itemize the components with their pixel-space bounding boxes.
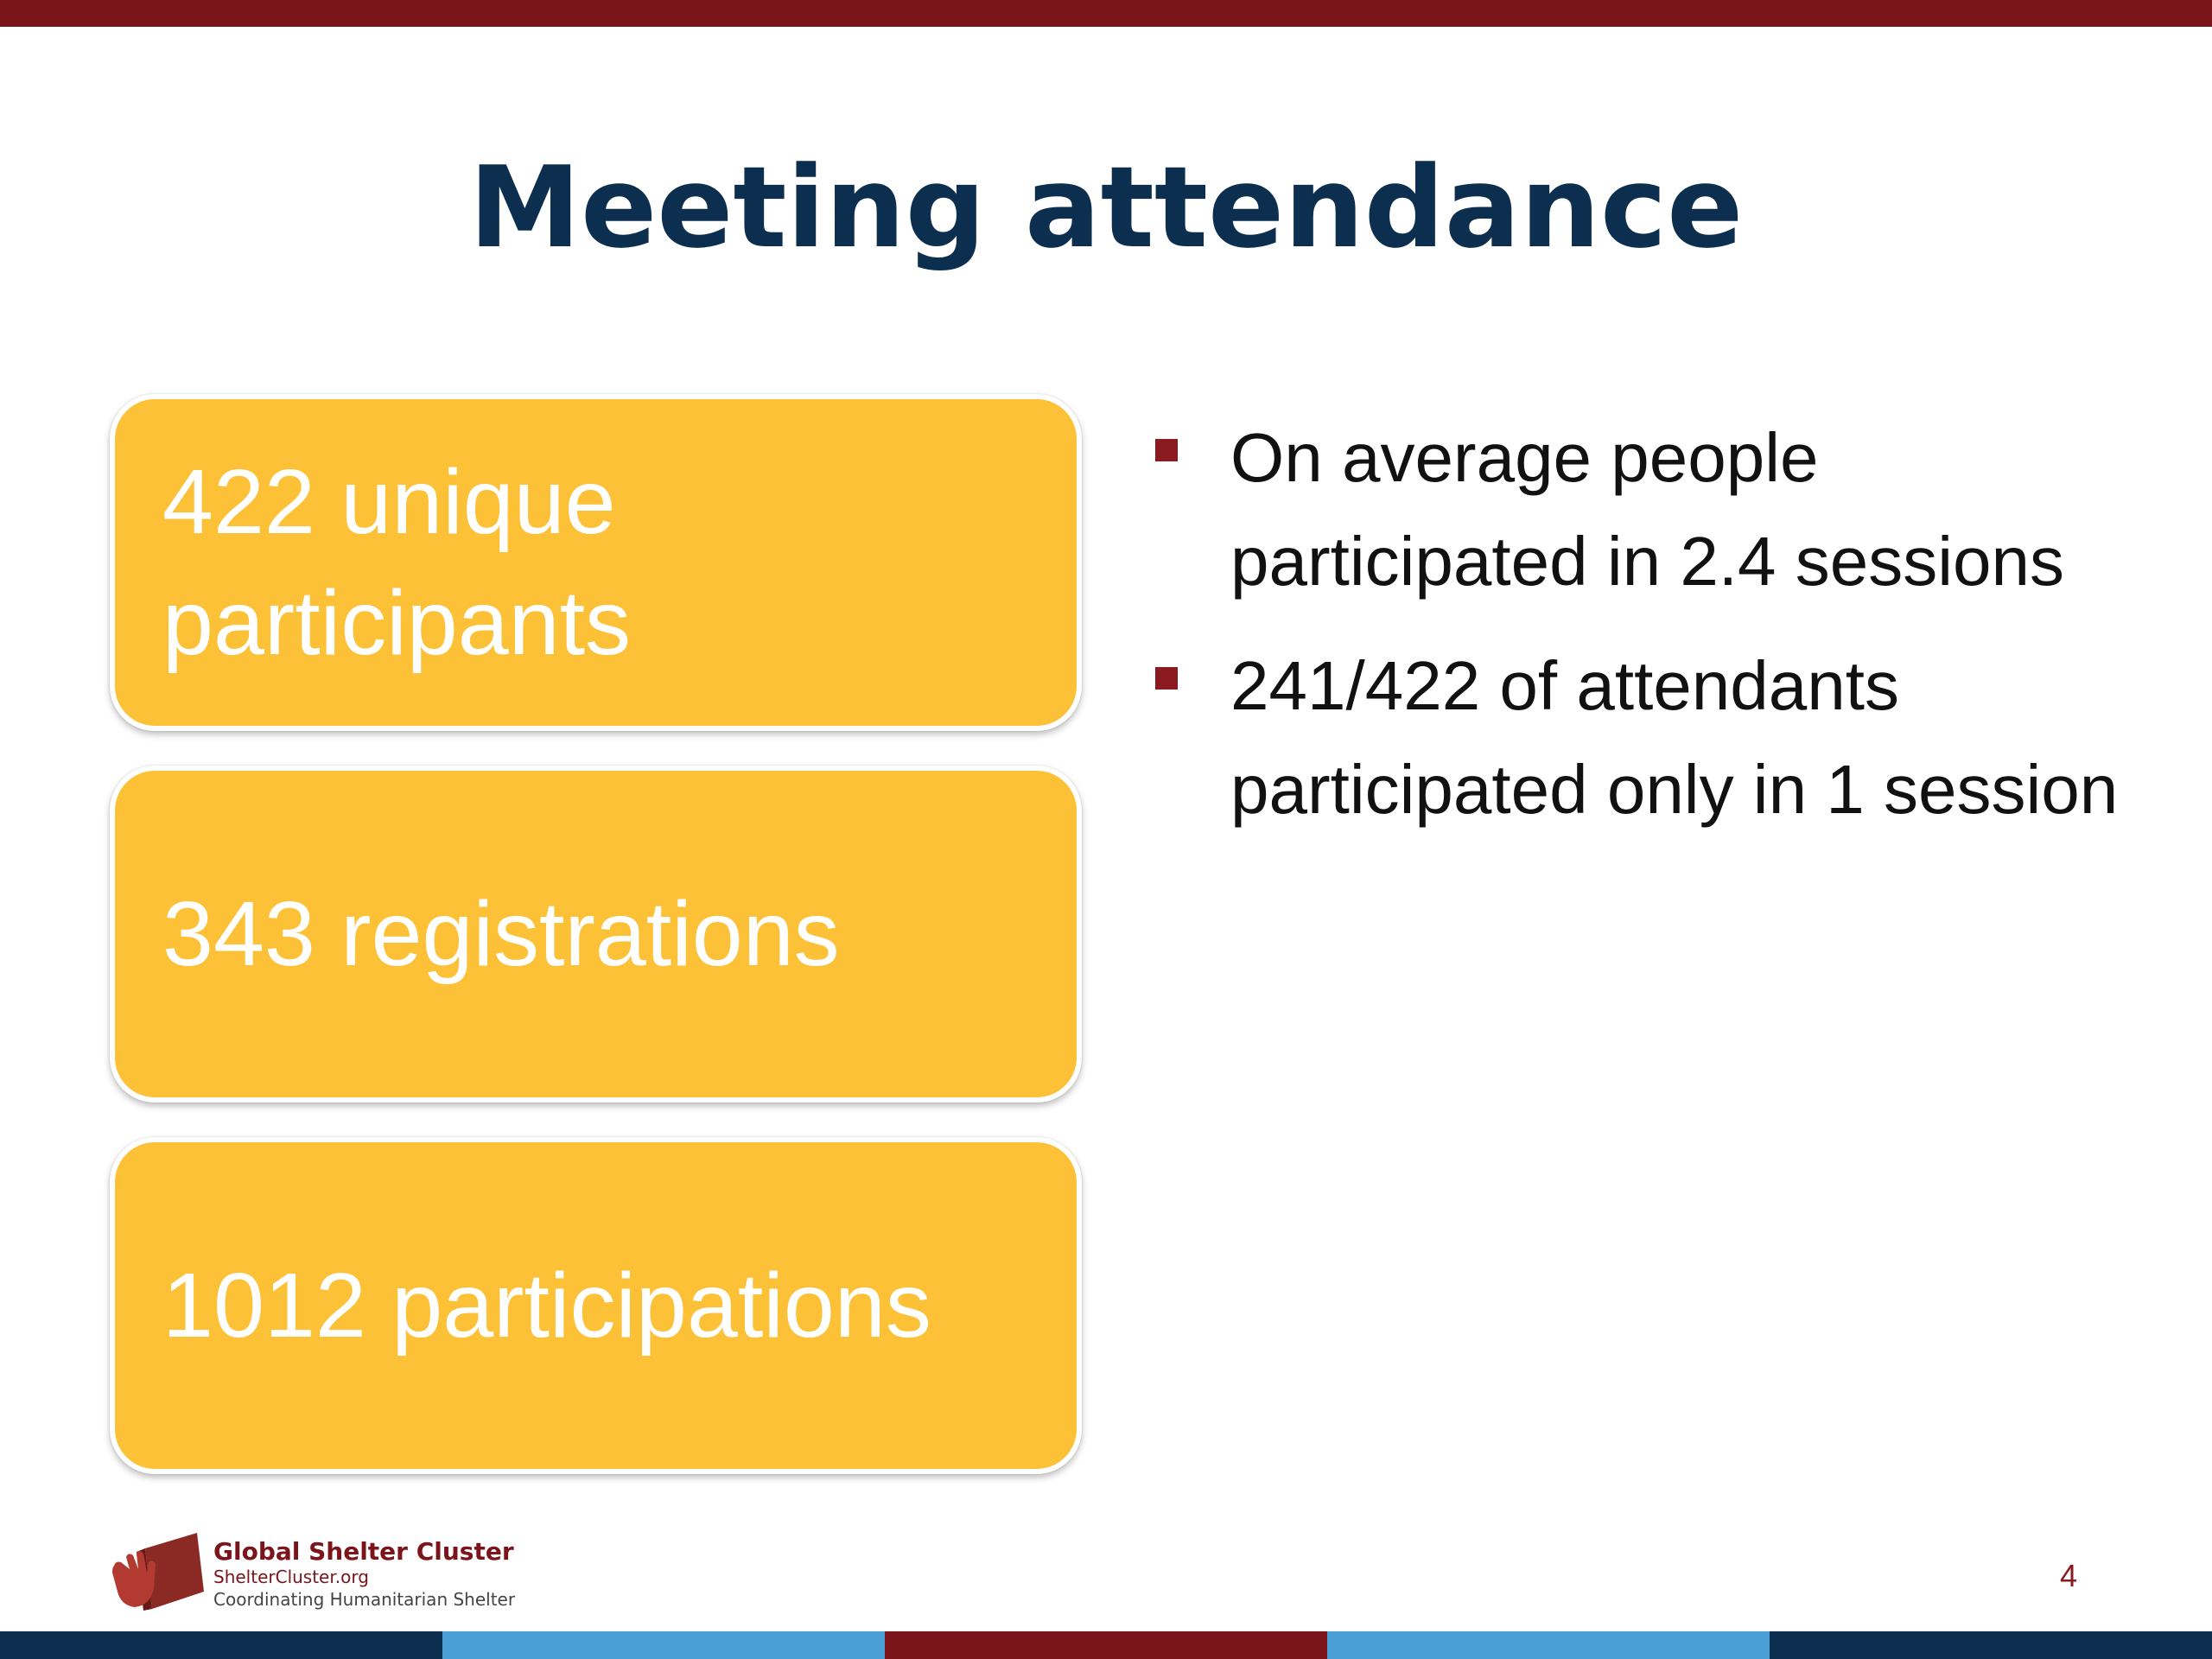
- bottom-bar-segment: [885, 1631, 1327, 1659]
- stat-box-unique-participants: 422 unique participants: [110, 394, 1082, 731]
- bullet-list: On average people participated in 2.4 se…: [1141, 406, 2126, 862]
- footer-tagline: Coordinating Humanitarian Shelter: [213, 1589, 516, 1610]
- stat-label: 1012 participations: [162, 1255, 931, 1357]
- bottom-color-bar: [0, 1631, 2212, 1659]
- stat-label: 343 registrations: [162, 883, 840, 985]
- bullet-text: On average people participated in 2.4 se…: [1230, 419, 2064, 600]
- bullet-item: 241/422 of attendants participated only …: [1141, 634, 2126, 842]
- stat-box-registrations: 343 registrations: [110, 766, 1082, 1103]
- footer-org-name: Global Shelter Cluster: [213, 1537, 514, 1566]
- bottom-bar-segment: [1770, 1631, 2212, 1659]
- bullet-text: 241/422 of attendants participated only …: [1230, 647, 2119, 828]
- square-bullet-icon: [1155, 439, 1178, 461]
- bottom-bar-segment: [442, 1631, 885, 1659]
- page-number: 4: [2059, 1558, 2077, 1593]
- stat-label: 422 unique participants: [162, 451, 632, 674]
- bottom-bar-segment: [1327, 1631, 1770, 1659]
- top-accent-bar: [0, 0, 2212, 27]
- slide-title: Meeting attendance: [468, 142, 1744, 273]
- footer-url: ShelterCluster.org: [213, 1567, 369, 1587]
- stat-box-participations: 1012 participations: [110, 1137, 1082, 1474]
- bottom-bar-segment: [0, 1631, 442, 1659]
- square-bullet-icon: [1155, 667, 1178, 690]
- shelter-hand-logo-icon: [112, 1533, 204, 1611]
- bullet-item: On average people participated in 2.4 se…: [1141, 406, 2126, 613]
